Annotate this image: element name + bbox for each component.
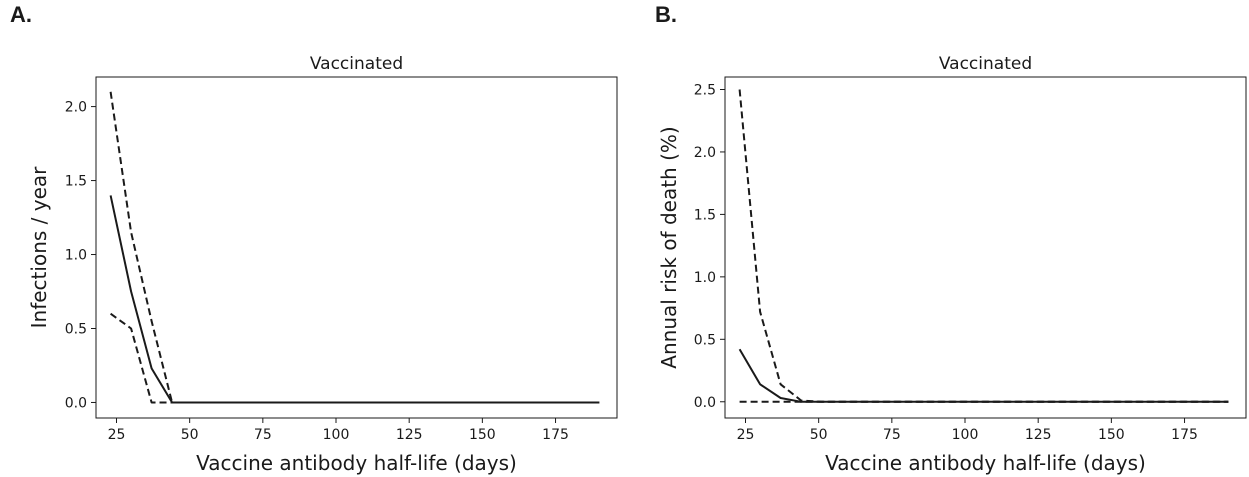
x-axis-label: Vaccine antibody half-life (days) (196, 451, 517, 475)
y-tick-label: 1.5 (694, 207, 716, 223)
y-axis-label: Infections / year (27, 166, 51, 328)
x-tick-label: 50 (810, 427, 828, 443)
y-tick-label: 2.0 (65, 100, 87, 116)
panel-label-b: B. (655, 2, 677, 27)
x-tick-label: 100 (323, 427, 350, 443)
series-line-2 (110, 312, 600, 404)
chart-panel-0: Vaccinated 25 50 75 100 125 150 175 0.0 0.5 1.0 1.5… (27, 54, 618, 475)
x-tick-label: 175 (542, 427, 569, 443)
x-tick-label: 75 (254, 427, 272, 443)
x-tick-label: 150 (1098, 427, 1125, 443)
x-tick-label: 150 (469, 427, 496, 443)
x-tick-label: 125 (396, 427, 423, 443)
y-tick-label: 2.0 (694, 145, 716, 161)
chart-title: Vaccinated (939, 54, 1032, 74)
y-tick-label: 1.0 (65, 248, 87, 264)
x-tick-label: 50 (181, 427, 199, 443)
panel-label-a: A. (10, 2, 32, 27)
y-tick-label: 1.0 (694, 270, 716, 286)
y-tick-label: 0.0 (65, 395, 87, 411)
x-axis-label: Vaccine antibody half-life (days) (825, 451, 1146, 475)
x-tick-label: 25 (108, 427, 126, 443)
plot-frame (95, 76, 618, 419)
y-tick-label: 0.5 (65, 321, 87, 337)
chart-panel-1: Vaccinated 25 50 75 100 125 150 175 0.0 0.5 1.0 1.5… (657, 54, 1247, 475)
y-axis-label: Annual risk of death (%) (657, 126, 681, 368)
y-tick-label: 2.5 (694, 82, 716, 98)
y-tick-label: 1.5 (65, 174, 87, 190)
plot-frame (724, 76, 1247, 419)
x-tick-label: 125 (1025, 427, 1052, 443)
y-tick-label: 0.0 (694, 395, 716, 411)
series-line-0 (738, 348, 1229, 403)
chart-title: Vaccinated (310, 54, 403, 74)
x-tick-label: 175 (1171, 427, 1198, 443)
series-line-0 (109, 195, 600, 404)
series-line-1 (109, 91, 600, 404)
x-tick-label: 75 (883, 427, 901, 443)
x-tick-label: 100 (952, 427, 979, 443)
x-tick-label: 25 (737, 427, 755, 443)
series-line-1 (738, 89, 1229, 403)
y-tick-label: 0.5 (694, 332, 716, 348)
